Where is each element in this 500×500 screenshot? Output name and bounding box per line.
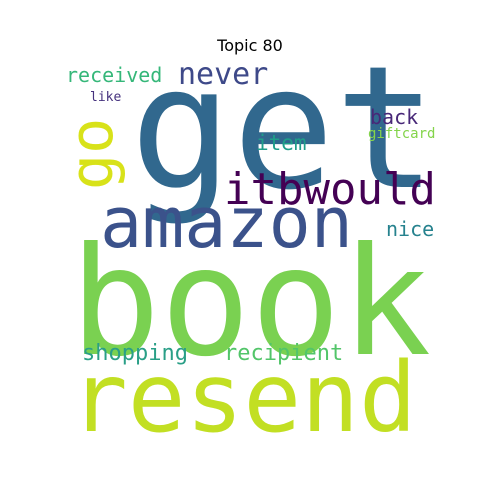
word-book: book bbox=[70, 216, 432, 390]
word-like: like bbox=[90, 90, 122, 105]
word-get: get bbox=[130, 60, 438, 228]
word-back: back bbox=[370, 105, 419, 129]
word-amazon: amazon bbox=[100, 182, 353, 264]
figure-title: Topic 80 bbox=[217, 36, 283, 55]
word-go: go bbox=[60, 117, 127, 190]
word-received: received bbox=[66, 63, 163, 87]
word-resend: resend bbox=[70, 342, 417, 440]
word-recipient: recipient bbox=[224, 341, 344, 366]
word-cloud: get book resend amazon itbwould go never… bbox=[60, 60, 440, 440]
word-shopping: shopping bbox=[82, 341, 188, 366]
word-giftcard: giftcard bbox=[368, 126, 436, 142]
word-item: item bbox=[256, 131, 307, 155]
word-never: never bbox=[178, 60, 269, 92]
word-itbwould: itbwould bbox=[224, 164, 436, 215]
word-nice: nice bbox=[386, 217, 435, 241]
